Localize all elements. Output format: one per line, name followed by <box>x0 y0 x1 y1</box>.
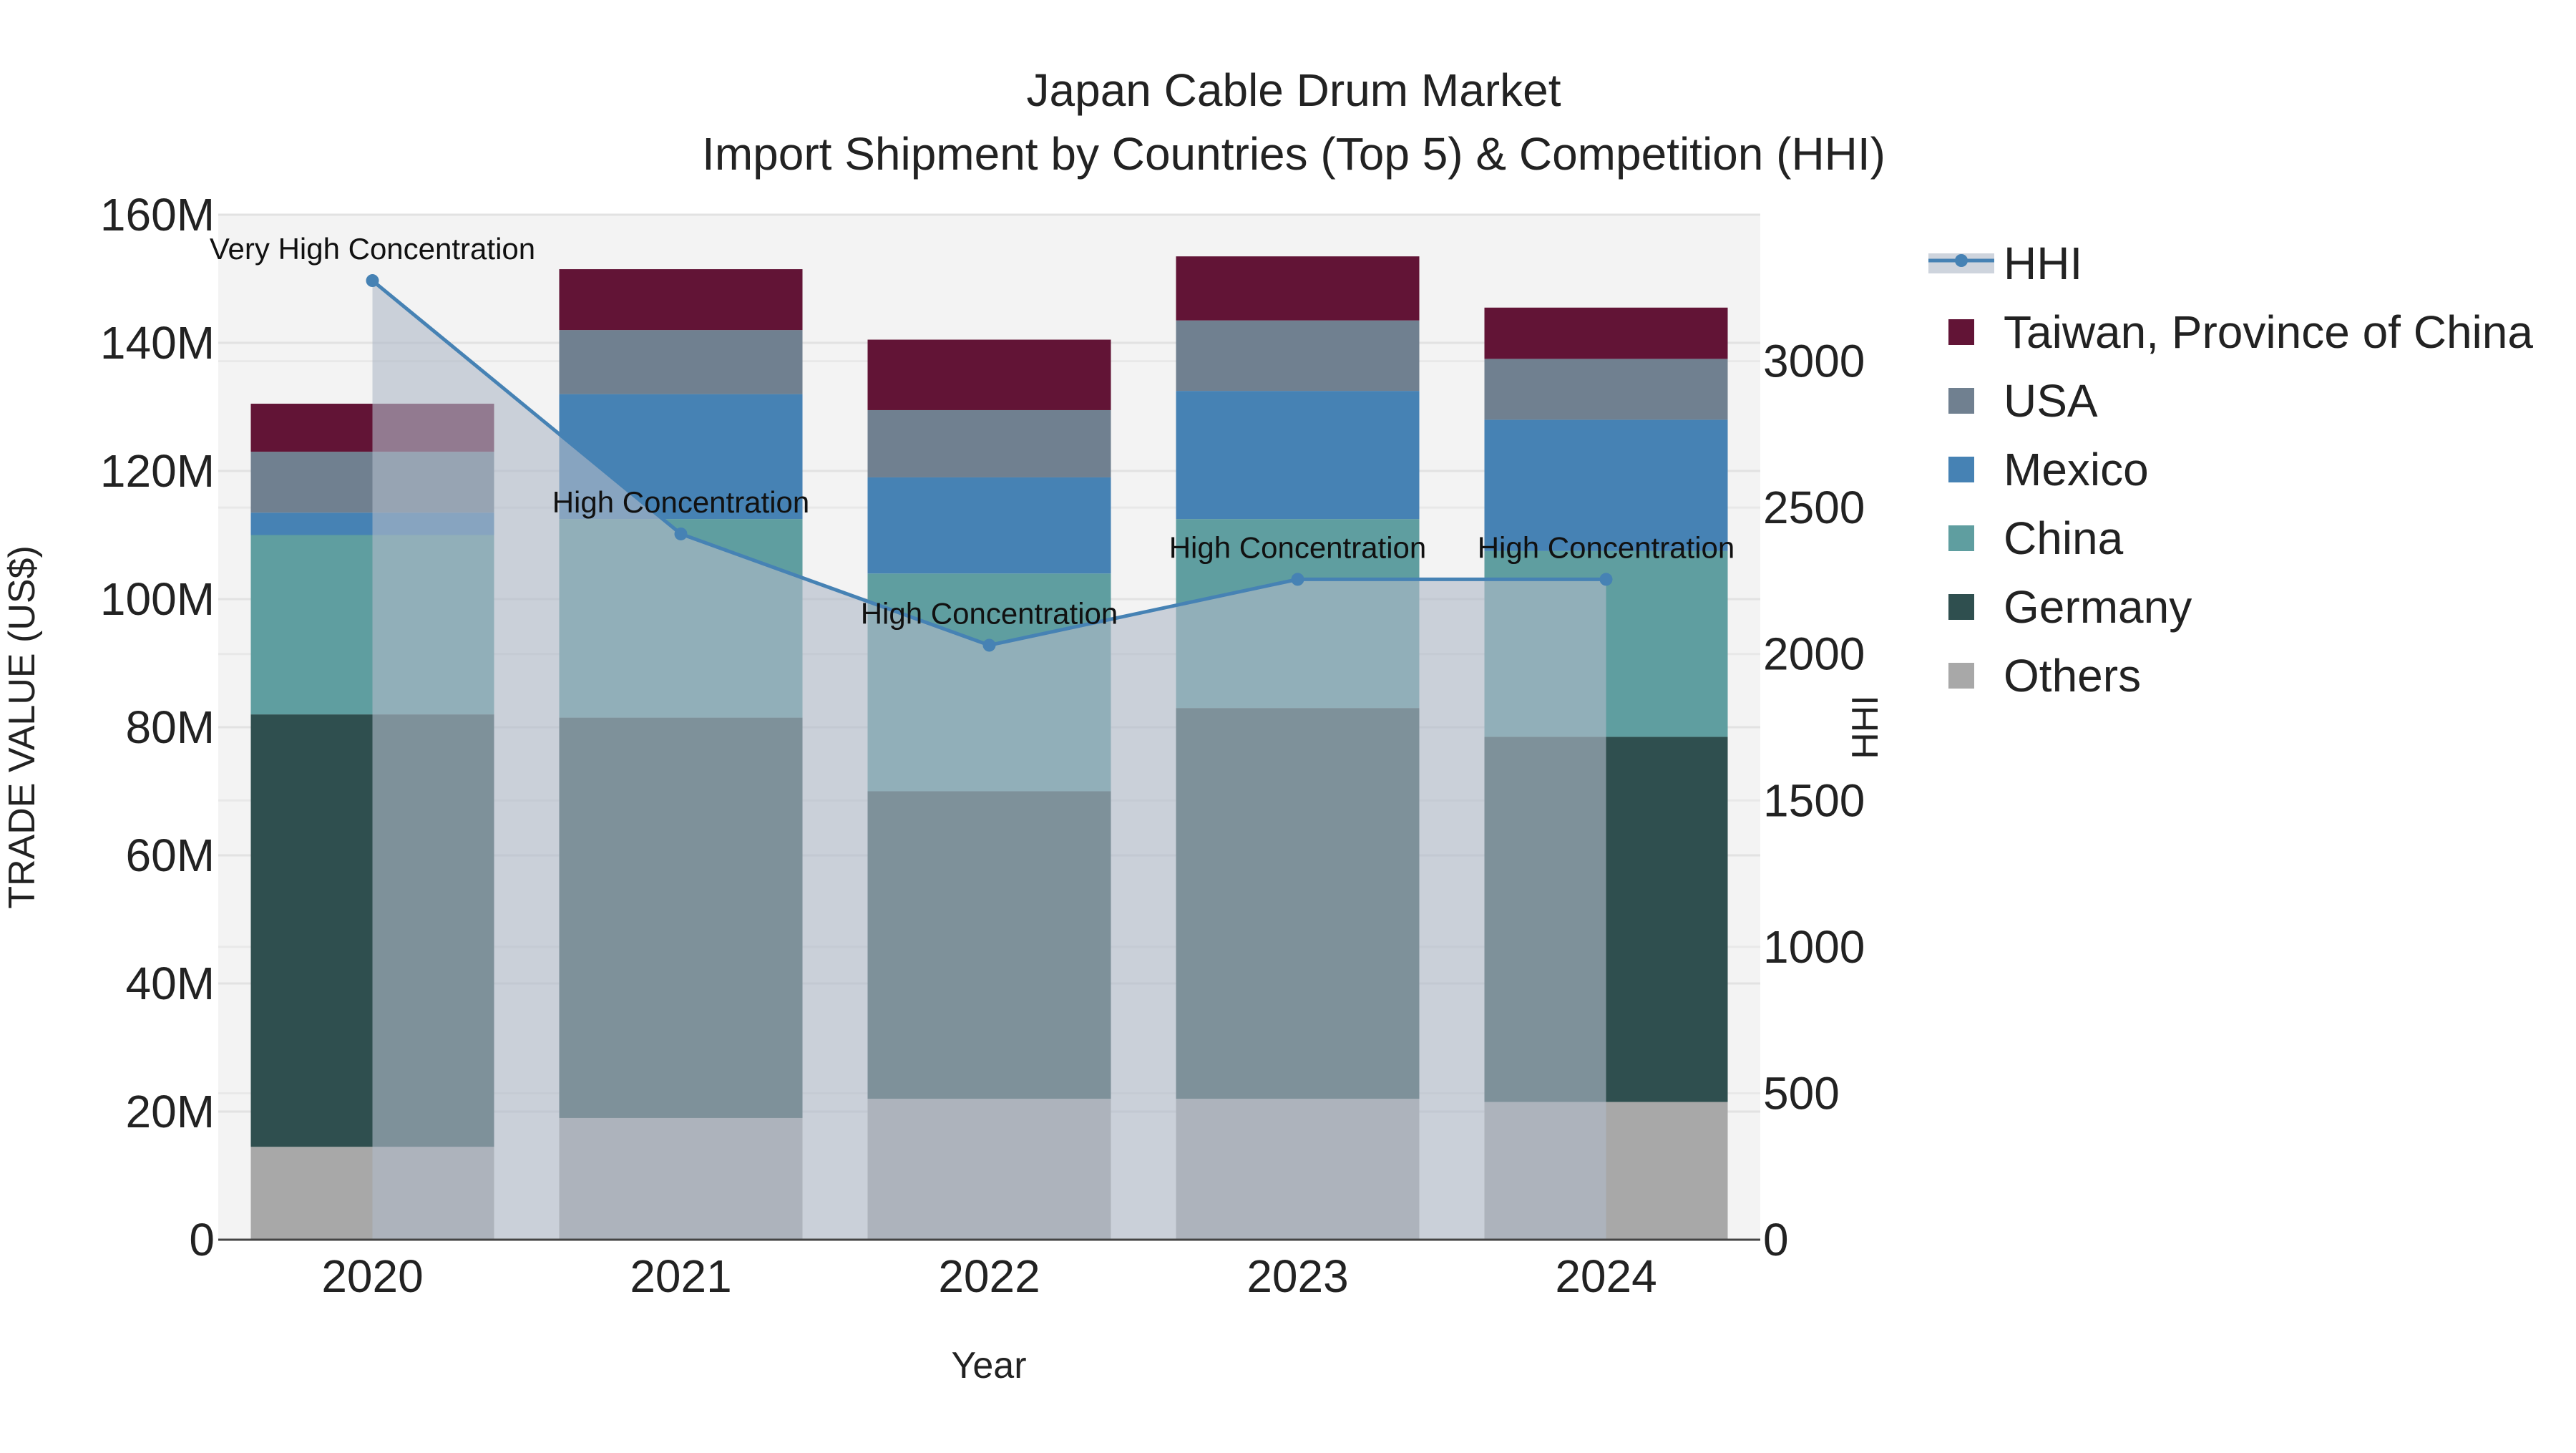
chart-title: Japan Cable Drum Market <box>1027 64 1561 116</box>
bar-segment <box>1484 419 1728 551</box>
axis-layer: 0 20M 40M 60M 80M 100M 120M 140M 160M 0 500 1000 150… <box>100 189 1865 1302</box>
legend: HHI Taiwan, Province of China USA Mexico Chi… <box>1928 238 2533 701</box>
bar-segment <box>559 330 803 394</box>
hhi-point <box>366 274 379 288</box>
hhi-annotation: Very High Concentration <box>210 232 535 266</box>
y-tick-label: 120M <box>100 445 215 497</box>
x-tick-label: 2021 <box>630 1250 731 1302</box>
y-tick-label: 60M <box>126 830 215 881</box>
x-tick-label: 2024 <box>1555 1250 1657 1302</box>
hhi-point <box>1599 573 1613 586</box>
bar-segment <box>867 339 1111 410</box>
y2-tick-label: 0 <box>1763 1214 1789 1265</box>
y2-tick-label: 2500 <box>1763 482 1865 533</box>
x-tick-label: 2022 <box>938 1250 1040 1302</box>
legend-swatch <box>1948 319 1974 345</box>
legend-label: Taiwan, Province of China <box>2004 306 2533 358</box>
bar-segment <box>1484 359 1728 420</box>
bar-segment <box>1176 391 1420 520</box>
y-tick-label: 140M <box>100 317 215 369</box>
y-tick-label: 100M <box>100 573 215 625</box>
legend-label: Mexico <box>2004 444 2149 495</box>
x-tick-label: 2020 <box>321 1250 423 1302</box>
y2-tick-label: 3000 <box>1763 336 1865 387</box>
hhi-annotation: High Concentration <box>1169 530 1427 564</box>
legend-label: China <box>2004 512 2124 564</box>
bar-segment <box>1484 307 1728 359</box>
bar-segment <box>867 409 1111 477</box>
legend-label: HHI <box>2004 238 2082 289</box>
legend-label: USA <box>2004 375 2098 427</box>
y-tick-label: 20M <box>126 1086 215 1137</box>
y-tick-label: 80M <box>126 701 215 753</box>
legend-swatch <box>1948 525 1974 551</box>
bar-segment <box>867 477 1111 574</box>
y-tick-label: 40M <box>126 958 215 1009</box>
hhi-area <box>372 281 1606 1240</box>
legend-swatch <box>1948 457 1974 482</box>
legend-label: Others <box>2004 650 2141 701</box>
x-tick-label: 2023 <box>1246 1250 1348 1302</box>
bar-segment <box>559 269 803 331</box>
y2-tick-label: 1500 <box>1763 774 1865 826</box>
y2-tick-label: 1000 <box>1763 921 1865 973</box>
hhi-point <box>674 527 688 540</box>
hhi-layer: Very High Concentration High Concentratio… <box>210 232 1735 1240</box>
legend-swatch-hhi-point <box>1955 254 1968 267</box>
hhi-point <box>1291 573 1304 586</box>
y-tick-label: 160M <box>100 189 215 240</box>
hhi-point <box>982 638 996 652</box>
y2-tick-label: 500 <box>1763 1067 1840 1119</box>
hhi-annotation: High Concentration <box>552 485 810 519</box>
y-tick-label: 0 <box>189 1214 215 1265</box>
legend-swatch <box>1948 388 1974 414</box>
hhi-annotation: High Concentration <box>861 596 1118 630</box>
legend-swatch <box>1948 594 1974 620</box>
x-axis-title: Year <box>951 1345 1026 1386</box>
legend-swatch <box>1948 663 1974 689</box>
legend-label: Germany <box>2004 581 2192 633</box>
chart-subtitle: Import Shipment by Countries (Top 5) & C… <box>702 128 1885 180</box>
y2-axis-title: HHI <box>1845 695 1886 759</box>
hhi-annotation: High Concentration <box>1478 530 1735 564</box>
bar-segment <box>1176 256 1420 321</box>
y-axis-title: TRADE VALUE (US$) <box>1 545 43 909</box>
y2-tick-label: 2000 <box>1763 628 1865 680</box>
bar-segment <box>1176 320 1420 392</box>
